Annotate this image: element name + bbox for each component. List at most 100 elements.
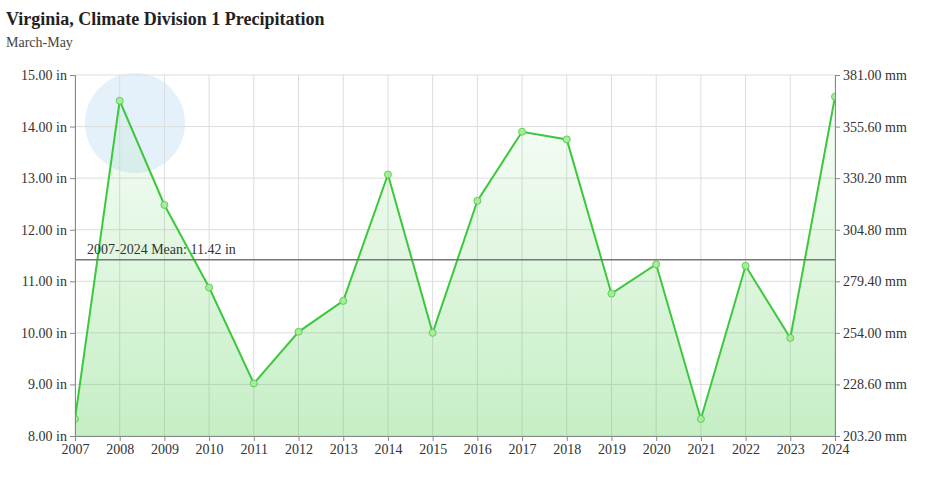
tick-mark [835, 333, 840, 334]
tick: 381.00 mm [835, 68, 907, 83]
tick-mark [701, 436, 702, 441]
tick-mark [254, 436, 255, 441]
grid [75, 75, 835, 436]
tick-label: 2017 [509, 442, 537, 457]
tick-label: 2020 [643, 442, 671, 457]
tick: 355.60 mm [835, 120, 907, 135]
tick-label: 2014 [374, 442, 402, 457]
tick-mark [567, 436, 568, 441]
tick-mark [343, 436, 344, 441]
tick: 2013 [330, 436, 358, 457]
tick: 228.60 mm [835, 377, 907, 392]
tick-mark [70, 333, 75, 334]
tick: 15.00 in [21, 68, 75, 83]
tick-label: 330.20 mm [843, 171, 907, 186]
grid-line [75, 178, 835, 179]
tick-label: 13.00 in [21, 171, 67, 186]
tick-mark [70, 436, 75, 437]
tick-label: 2018 [553, 442, 581, 457]
tick-mark [522, 436, 523, 441]
tick-label: 15.00 in [21, 68, 67, 83]
tick-mark [299, 436, 300, 441]
tick: 2011 [241, 436, 268, 457]
tick: 12.00 in [21, 223, 75, 238]
tick: 2016 [464, 436, 492, 457]
tick-label: 9.00 in [28, 377, 67, 392]
axis-line [836, 76, 841, 437]
grid-line [75, 75, 835, 76]
tick-mark [835, 75, 840, 76]
point [161, 201, 168, 208]
tick-label: 254.00 mm [843, 326, 907, 341]
tick-mark [656, 436, 657, 441]
data [75, 93, 835, 436]
tick-label: 2013 [330, 442, 358, 457]
tick: 2019 [598, 436, 626, 457]
axis-line [70, 76, 76, 437]
subtitle: March-May [6, 35, 73, 50]
tick: 2021 [687, 436, 715, 457]
tick-label: 228.60 mm [843, 377, 907, 392]
tick: 2023 [777, 436, 805, 457]
tick: 203.20 mm [835, 429, 907, 444]
tick-label: 381.00 mm [843, 68, 907, 83]
point [608, 290, 615, 297]
tick-mark [388, 436, 389, 441]
tick: 11.00 in [22, 274, 75, 289]
y2-axis: 203.20 mm 228.60 mm 254.00 mm 279.40 mm 304.… [835, 68, 907, 444]
tick: 2012 [285, 436, 313, 457]
tick: 279.40 mm [835, 274, 907, 289]
area [75, 97, 835, 436]
tick-mark [70, 281, 75, 282]
mean-line [75, 259, 835, 261]
y-axis: 8.00 in 9.00 in 10.00 in 11.00 in 12.00 in 13… [21, 68, 75, 444]
tick-label: 203.20 mm [843, 429, 907, 444]
point [340, 297, 347, 304]
point [206, 284, 213, 291]
point [474, 197, 481, 204]
point [519, 128, 526, 135]
tick-label: 2007 [62, 442, 90, 457]
line [75, 97, 835, 419]
title: Virginia, Climate Division 1 Precipitati… [6, 9, 324, 29]
tick-mark [835, 178, 840, 179]
grid-line [700, 75, 701, 436]
tick-label: 279.40 mm [843, 274, 907, 289]
tick: 2018 [553, 436, 581, 457]
grid-line [75, 229, 835, 230]
tick-mark [611, 436, 612, 441]
point [832, 93, 836, 100]
tick-mark [209, 436, 210, 441]
x-axis: 2007200820092010201120122013201420152016… [62, 436, 850, 457]
tick: 14.00 in [21, 120, 75, 135]
tick: 2010 [196, 436, 224, 457]
tick: 2020 [643, 436, 671, 457]
tick-label: 11.00 in [22, 274, 67, 289]
tick-label: 2021 [687, 442, 715, 457]
tick: 2014 [374, 436, 402, 457]
tick: 330.20 mm [835, 171, 907, 186]
tick-label: 2022 [732, 442, 760, 457]
point [116, 97, 123, 104]
tick-label: 2008 [106, 442, 134, 457]
tick-label: 2019 [598, 442, 626, 457]
tick-label: 8.00 in [28, 429, 67, 444]
point [563, 136, 570, 143]
point [787, 335, 794, 342]
tick-mark [70, 75, 75, 76]
tick-mark [120, 436, 121, 441]
tick: 254.00 mm [835, 326, 907, 341]
point [250, 380, 257, 387]
tick: 8.00 in [28, 429, 75, 444]
tick-mark [433, 436, 434, 441]
chart: Virginia, Climate Division 1 Precipitati… [0, 0, 930, 500]
point [295, 328, 302, 335]
point [429, 329, 436, 336]
tick-mark [70, 384, 75, 385]
tick-mark [746, 436, 747, 441]
tick-label: 2010 [196, 442, 224, 457]
tick-label: 304.80 mm [843, 223, 907, 238]
tick: 2015 [419, 436, 447, 457]
tick-label: 10.00 in [21, 326, 67, 341]
tick-label: 14.00 in [21, 120, 67, 135]
